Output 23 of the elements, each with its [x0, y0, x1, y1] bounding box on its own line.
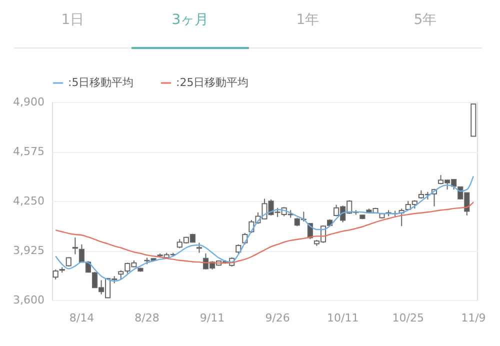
- candlestick: [196, 242, 202, 254]
- y-tick-label: 4,575: [13, 145, 44, 158]
- x-tick-label: 10/25: [392, 312, 424, 324]
- text: 1日: [61, 12, 84, 28]
- legend-label: :5日移動平均: [68, 76, 134, 89]
- x-tick-label: 8/14: [69, 312, 94, 324]
- x-tick-label: 9/26: [265, 312, 290, 324]
- candlestick: [236, 244, 242, 254]
- x-tick-label: 9/11: [200, 312, 225, 324]
- y-tick-label: 4,900: [13, 96, 44, 108]
- y-tick-label: 4,250: [13, 194, 44, 208]
- x-tick-label: 8/28: [134, 312, 160, 324]
- y-tick-label: 3,600: [13, 294, 44, 306]
- candlestick: [72, 237, 78, 255]
- text: 3ヶ月: [172, 12, 209, 28]
- y-tick-label: 3,925: [13, 244, 44, 257]
- x-tick-label: 10/11: [326, 312, 359, 324]
- line-series: [54, 176, 474, 282]
- text: 1年: [296, 12, 320, 28]
- text: 5年: [414, 12, 437, 28]
- candlestick: [78, 244, 84, 264]
- x-tick-label: 11/9: [461, 312, 486, 324]
- legend-label: :25日移動平均: [176, 76, 249, 89]
